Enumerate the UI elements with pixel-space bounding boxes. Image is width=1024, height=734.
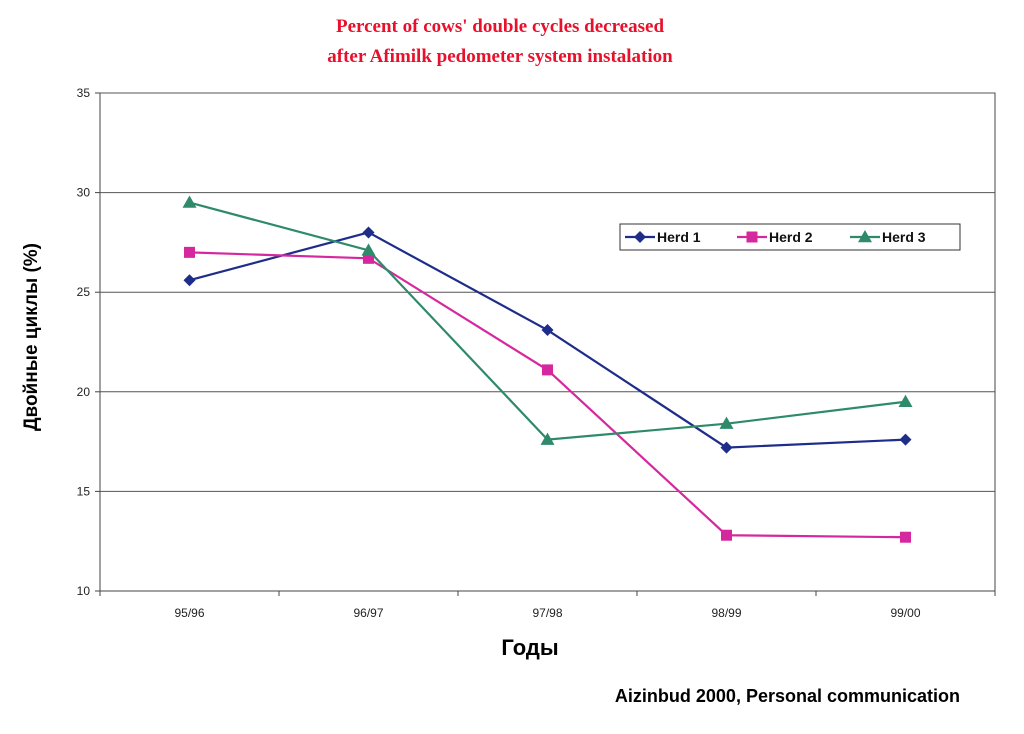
- y-tick-label: 15: [77, 484, 91, 498]
- herd-2-point: [900, 531, 911, 543]
- y-tick-label: 25: [77, 285, 91, 299]
- herd-3-point: [540, 432, 555, 445]
- herd-3-point: [182, 195, 197, 208]
- herd-1-point: [362, 226, 375, 239]
- legend-label: Herd 1: [657, 229, 701, 245]
- legend-item-herd-2: Herd 2: [737, 229, 813, 245]
- legend-frame: [619, 223, 961, 251]
- chart-title-line-2: after Afimilk pedometer system instalati…: [327, 46, 673, 67]
- x-tick-label: 96/97: [353, 606, 383, 620]
- herd-2-point: [363, 252, 374, 264]
- gridlines: [100, 92, 995, 492]
- series-layer: [182, 195, 913, 543]
- y-tick-label: 20: [77, 385, 91, 399]
- plot-frame: [99, 92, 996, 592]
- legend-label: Herd 3: [882, 229, 926, 245]
- herd-2-point: [542, 364, 553, 376]
- herd-3-series: [182, 195, 913, 445]
- x-tick-label: 97/98: [532, 606, 562, 620]
- legend: Herd 1 Herd 2 Herd 3: [619, 223, 961, 251]
- legend-marker: [746, 231, 758, 243]
- herd-1-series: [183, 226, 912, 454]
- legend-item-herd-1: Herd 1: [625, 229, 701, 245]
- herd-1-point: [899, 433, 912, 446]
- herd-1-point: [183, 274, 196, 287]
- plot-area: 10 15 20 25 30 35 95/96 96/97 97/98 98/99 99/00: [77, 86, 996, 620]
- chart-title-line-1: Percent of cows' double cycles decreased: [336, 16, 664, 37]
- x-axis-label: Годы: [501, 635, 558, 660]
- herd-3-point: [898, 394, 913, 408]
- legend-marker: [858, 230, 872, 243]
- herd-2-point: [721, 529, 732, 541]
- herd-1-point: [541, 324, 554, 337]
- y-tick-label: 10: [77, 584, 91, 598]
- herd-2-series: [184, 246, 911, 543]
- y-axis-label: Двойные циклы (%): [21, 243, 42, 431]
- legend-marker: [634, 231, 646, 243]
- herd-2-line: [189, 251, 906, 539]
- y-tick-label: 35: [77, 86, 91, 100]
- x-tick-label: 95/96: [174, 606, 204, 620]
- y-axis-ticks: 10 15 20 25 30 35: [77, 86, 100, 598]
- herd-3-point: [719, 416, 734, 429]
- herd-2-point: [184, 246, 195, 258]
- x-axis-ticks: 95/96 96/97 97/98 98/99 99/00: [99, 591, 996, 620]
- herd-3-point: [361, 243, 376, 256]
- source-note: Aizinbud 2000, Personal communication: [615, 686, 960, 706]
- legend-label: Herd 2: [769, 229, 813, 245]
- legend-item-herd-3: Herd 3: [850, 229, 926, 245]
- herd-1-point: [720, 441, 733, 454]
- x-tick-label: 98/99: [711, 606, 741, 620]
- y-tick-label: 30: [77, 186, 91, 200]
- x-tick-label: 99/00: [890, 606, 920, 620]
